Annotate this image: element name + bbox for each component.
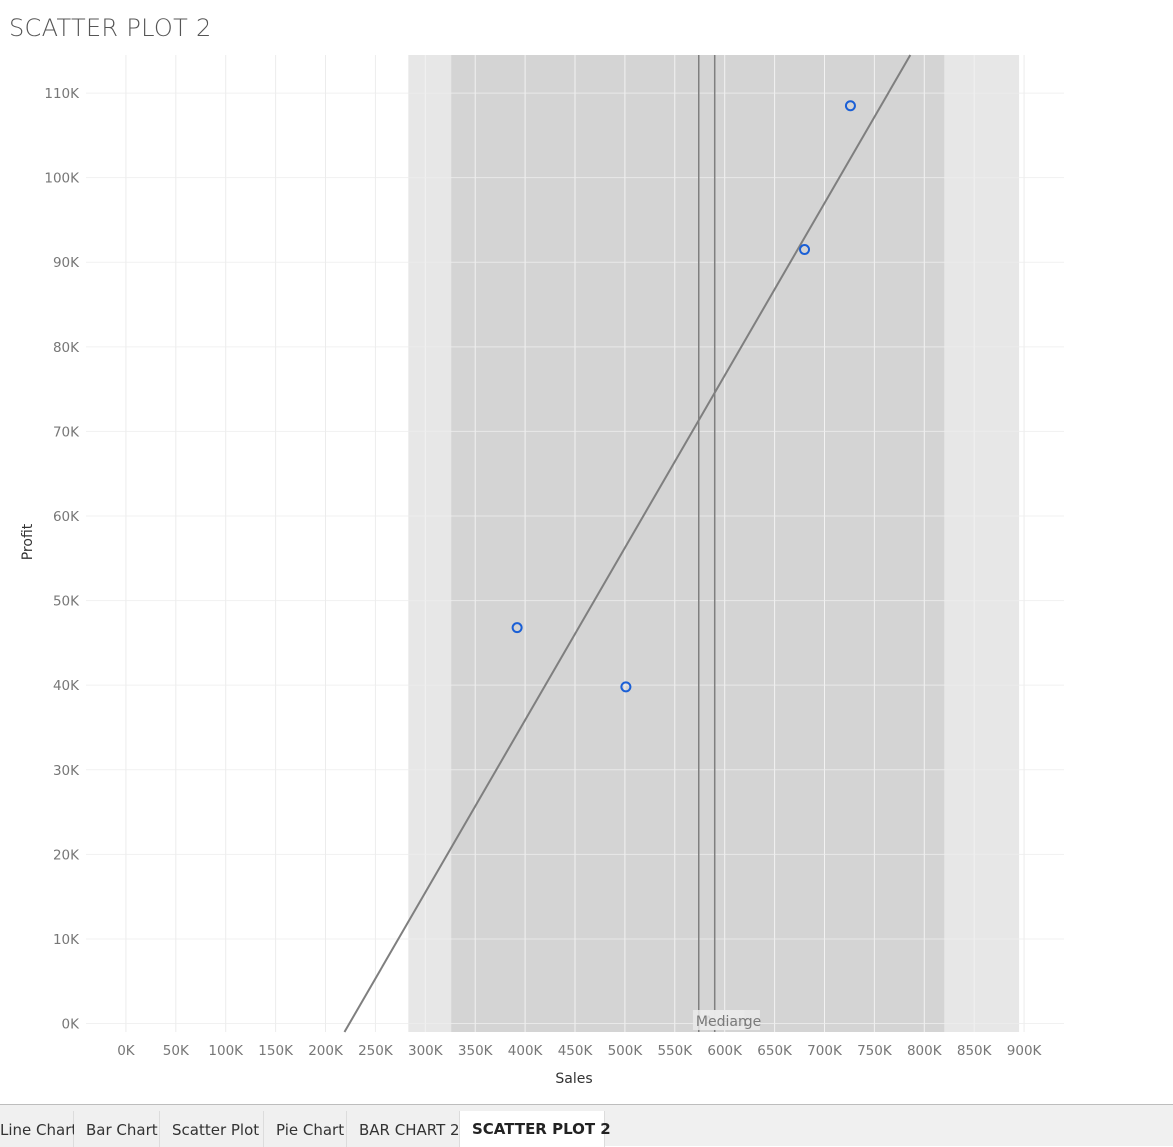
- x-tick-label: 450K: [558, 1043, 594, 1059]
- y-tick-label: 20K: [53, 847, 80, 863]
- x-tick-label: 700K: [807, 1043, 843, 1059]
- x-axis-label: Sales: [555, 1071, 592, 1087]
- y-tick-label: 30K: [53, 763, 80, 779]
- y-tick-label: 100K: [44, 171, 80, 187]
- sheet-tab[interactable]: BAR CHART 2: [347, 1111, 460, 1147]
- x-tick-label: 400K: [508, 1043, 544, 1059]
- y-tick-label: 90K: [53, 255, 80, 271]
- sheet-tab[interactable]: Scatter Plot: [160, 1111, 264, 1147]
- x-tick-label: 150K: [258, 1043, 294, 1059]
- x-tick-label: 300K: [408, 1043, 444, 1059]
- x-tick-label: 750K: [857, 1043, 893, 1059]
- sheet-tab[interactable]: Line Chart: [0, 1111, 77, 1147]
- trend-line: [343, 54, 912, 1033]
- sheet-tab[interactable]: Pie Chart: [264, 1111, 347, 1147]
- scatter-chart: AverageMedian 0K50K100K150K200K250K300K3…: [20, 54, 1064, 1087]
- y-tick-label: 10K: [53, 932, 80, 948]
- data-point[interactable]: [799, 244, 811, 256]
- y-tick-label: 110K: [44, 86, 80, 102]
- y-tick-label: 70K: [53, 424, 80, 440]
- y-tick-label: 60K: [53, 509, 80, 525]
- sheet-tab[interactable]: SCATTER PLOT 2: [460, 1111, 611, 1147]
- x-tick-label: 500K: [608, 1043, 644, 1059]
- y-tick-label: 80K: [53, 340, 80, 356]
- x-tick-label: 50K: [163, 1043, 190, 1059]
- y-tick-label: 40K: [53, 678, 80, 694]
- page-title: SCATTER PLOT 2: [9, 14, 212, 42]
- x-tick-label: 850K: [957, 1043, 993, 1059]
- x-tick-label: 800K: [907, 1043, 943, 1059]
- data-point[interactable]: [511, 622, 523, 634]
- data-point[interactable]: [844, 100, 856, 112]
- sheet-tab[interactable]: Bar Chart: [74, 1111, 160, 1147]
- reference-line-label: Median: [696, 1014, 747, 1030]
- y-tick-label: 50K: [53, 594, 80, 610]
- x-tick-label: 550K: [657, 1043, 693, 1059]
- x-tick-label: 600K: [707, 1043, 743, 1059]
- x-tick-label: 900K: [1007, 1043, 1043, 1059]
- reference-line-label-bg: [692, 1010, 745, 1030]
- sheet-tab-bar: Line Chart Bar Chart Scatter Plot Pie Chart…: [0, 1104, 1173, 1147]
- x-tick-label: 350K: [458, 1043, 494, 1059]
- x-tick-label: 100K: [208, 1043, 244, 1059]
- x-tick-label: 650K: [757, 1043, 793, 1059]
- data-point[interactable]: [620, 681, 632, 693]
- x-tick-label: 200K: [308, 1043, 344, 1059]
- x-tick-label: 0K: [117, 1043, 136, 1059]
- y-tick-label: 0K: [62, 1017, 81, 1033]
- x-tick-label: 250K: [358, 1043, 394, 1059]
- reference-band-inner: [451, 55, 945, 1032]
- y-axis-label: Profit: [20, 523, 36, 560]
